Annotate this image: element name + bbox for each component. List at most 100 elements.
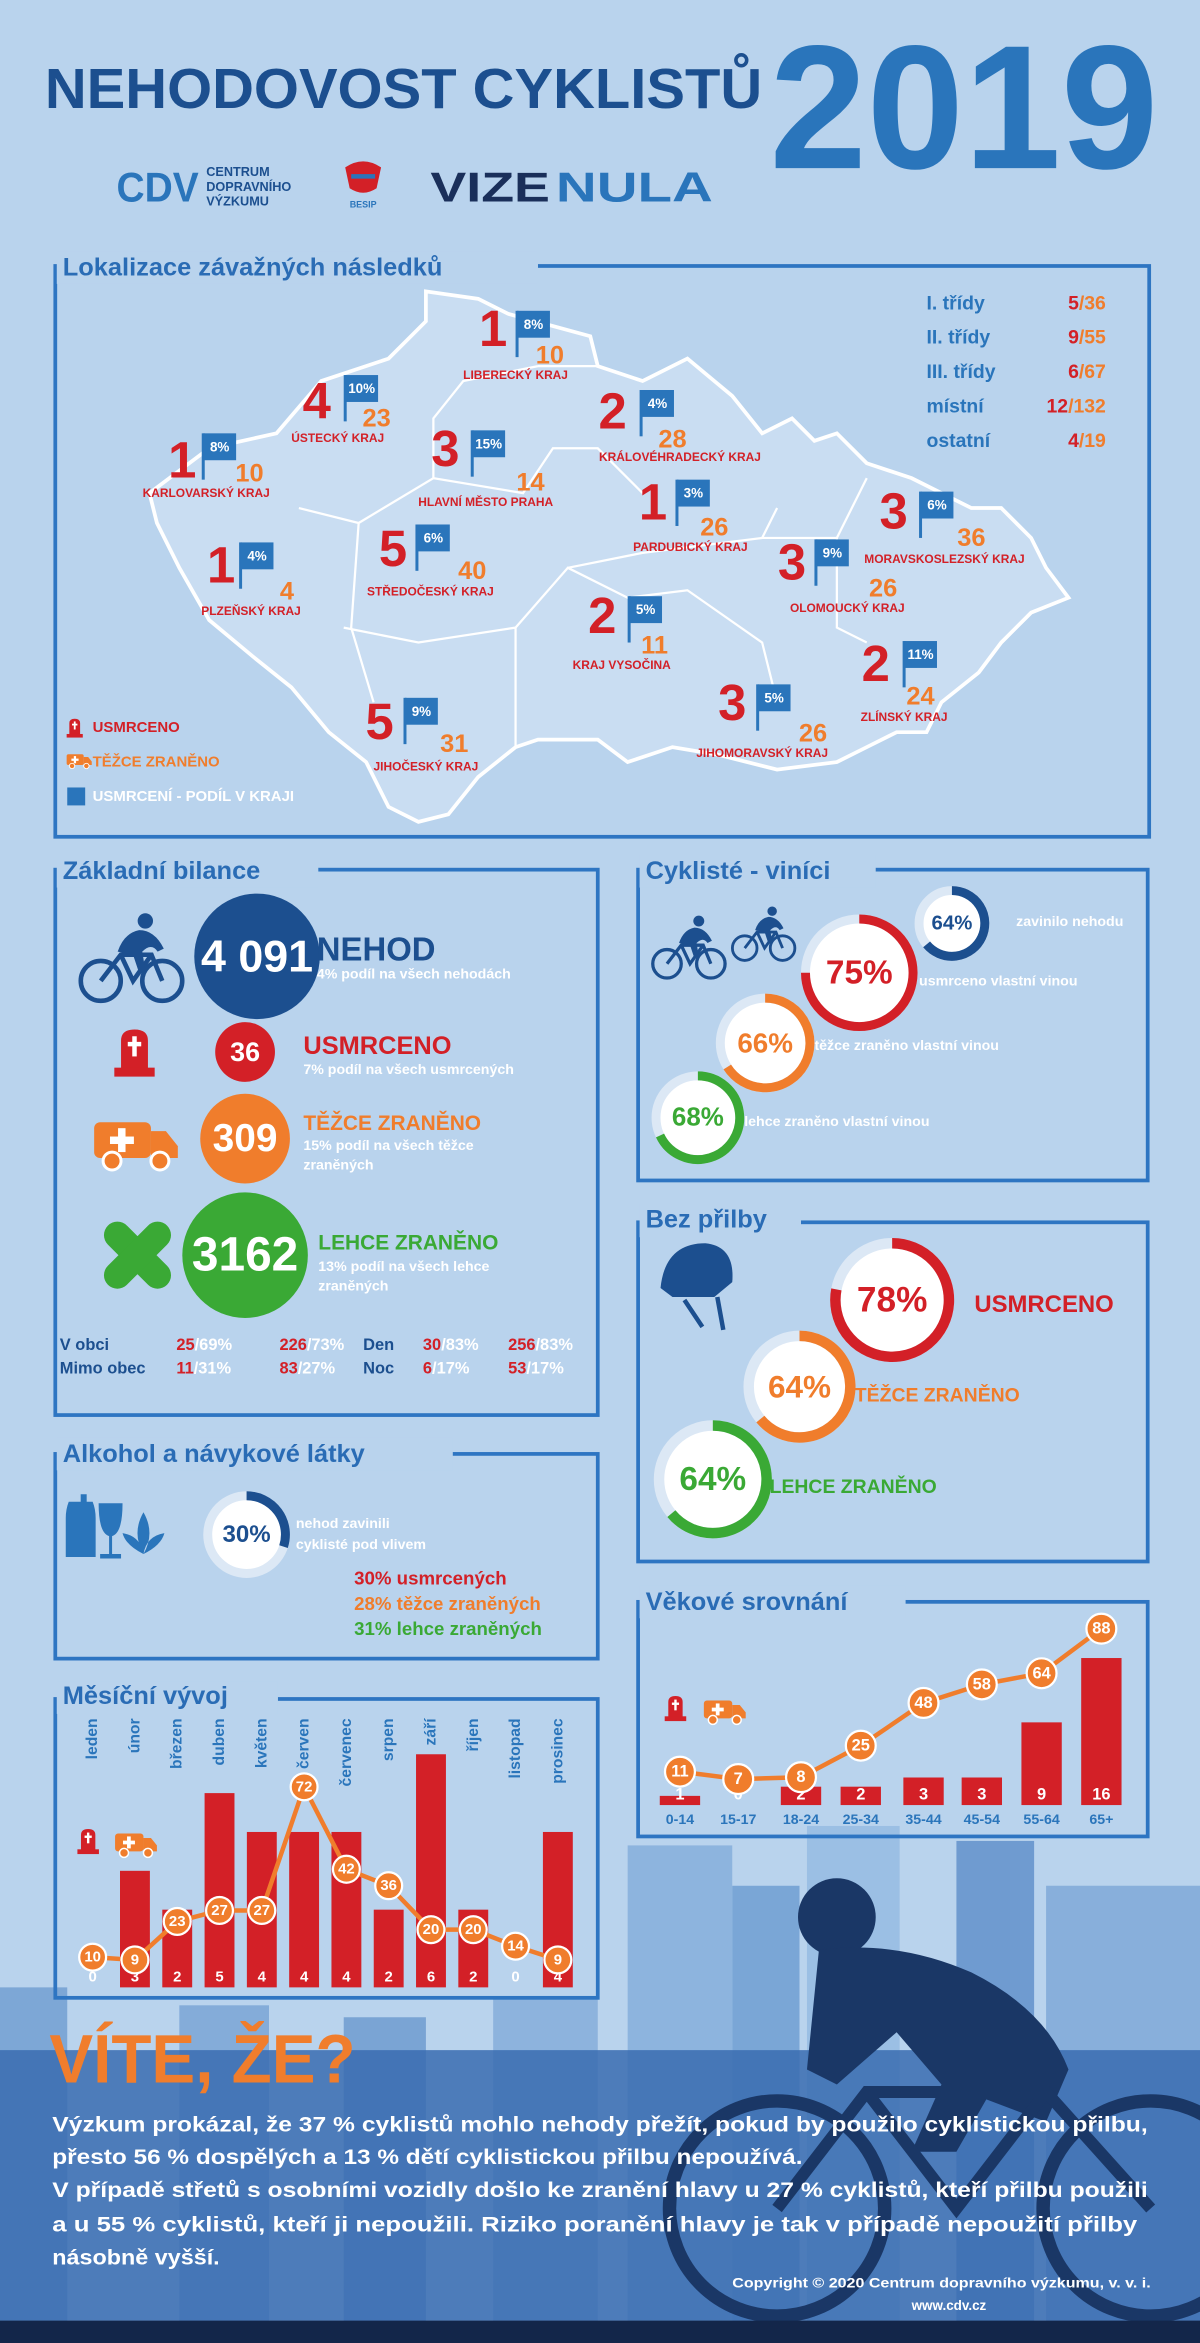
section-title: Alkohol a návykové látky <box>63 1440 365 1468</box>
monthly-section: Měsíční vývoj <box>53 1681 600 2000</box>
bottle-icon <box>65 1494 96 1558</box>
footer-bar <box>0 2320 1200 2343</box>
wheel <box>1036 2094 1200 2323</box>
region-injured: 28 <box>658 425 686 453</box>
region-killed: 1 <box>168 432 196 489</box>
leaf-icon <box>122 1512 165 1555</box>
region-name: KARLOVARSKÝ KRAJ <box>143 485 270 500</box>
logo-besip: BESIP <box>350 200 377 210</box>
item-note: zraněných <box>318 1279 388 1295</box>
value-part: 9 <box>1068 327 1079 349</box>
value-part: /27% <box>298 1360 336 1378</box>
region-killed: 3 <box>431 420 459 477</box>
region-injured: 14 <box>516 469 544 497</box>
point <box>374 1871 404 1901</box>
fact-line: přesto 56 % dospělých a 13 % dětí cyklis… <box>52 2146 802 2169</box>
value-part: 4 <box>1068 430 1079 452</box>
x-tick-label: 18-24 <box>783 1812 819 1828</box>
point <box>907 1686 940 1720</box>
title-bg <box>639 1585 906 1619</box>
table-value: 53/17% <box>508 1360 564 1378</box>
point-label: 9 <box>554 1951 562 1968</box>
point <box>78 1942 108 1972</box>
section-title: Měsíční vývoj <box>63 1682 228 1710</box>
region-share: 9% <box>823 545 842 560</box>
ring-arc <box>723 993 815 1093</box>
item-label: TĚŽCE ZRANĚNO <box>303 1111 481 1135</box>
ring-text: lehce zraněno vlastní vinou <box>744 1114 929 1130</box>
title: NEHODOVOST CYKLISTŮ <box>45 52 762 121</box>
point <box>965 1668 998 1701</box>
bar-label: 9 <box>1037 1786 1046 1804</box>
ring-label: 75% <box>826 954 893 991</box>
flag <box>240 542 274 570</box>
value-part: /83% <box>536 1336 574 1354</box>
point-label: 8 <box>796 1768 805 1786</box>
x-tick-label: 35-44 <box>905 1812 941 1828</box>
point <box>1025 1657 1058 1690</box>
x-tick-label: únor <box>126 1718 143 1753</box>
region-name: HLAVNÍ MĚSTO PRAHA <box>418 494 553 509</box>
cyclist-silhouette <box>662 1878 1200 2323</box>
alcohol-section: Alkohol a návykové látky <box>53 1437 600 1661</box>
region-share: 6% <box>424 530 443 545</box>
table-value: 83/27% <box>279 1360 335 1378</box>
section-box <box>53 867 600 1417</box>
bar-label: 16 <box>1092 1786 1110 1804</box>
point <box>162 1906 192 1937</box>
bar-label: 4 <box>258 1968 267 1985</box>
x-tick-label: říjen <box>465 1718 482 1751</box>
bar <box>961 1777 1002 1806</box>
value-part: /55 <box>1079 327 1106 349</box>
point <box>416 1915 446 1945</box>
point-label: 14 <box>507 1938 524 1955</box>
region-killed: 5 <box>379 520 407 577</box>
bar <box>289 1831 320 1988</box>
point-label: 10 <box>84 1949 101 1966</box>
bar <box>1021 1722 1062 1806</box>
ring-text: zavinilo nehodu <box>1016 914 1123 930</box>
region-name: STŘEDOČESKÝ KRAJ <box>367 584 494 599</box>
value-part: 30 <box>423 1336 441 1354</box>
ring-text: USMRCENO <box>974 1291 1113 1318</box>
point-label: 27 <box>211 1902 228 1919</box>
value-part: /17% <box>432 1360 470 1378</box>
ring-label: 66% <box>737 1027 793 1058</box>
bar-label: 2 <box>469 1968 477 1985</box>
title-bg <box>56 854 319 888</box>
alcohol-stat: 30% usmrcených <box>354 1567 506 1588</box>
x-tick-label: březen <box>169 1718 186 1769</box>
helmet-icon <box>660 1243 733 1298</box>
region-injured: 26 <box>799 720 827 748</box>
region-injured: 10 <box>235 460 263 488</box>
region-share: 4% <box>247 548 266 563</box>
region-injured: 36 <box>957 524 985 552</box>
x-tick-label: květen <box>253 1718 270 1768</box>
fact-line: násobně vyšší. <box>52 2246 219 2269</box>
table-value: 256/83% <box>508 1336 573 1354</box>
ring-arc <box>246 1491 290 1548</box>
basic-section: Základní bilance <box>53 854 600 1417</box>
bar <box>204 1793 235 1988</box>
logo-nula: NULA <box>556 163 713 210</box>
x-tick-label: prosinec <box>549 1718 566 1784</box>
region-injured: 26 <box>700 513 728 541</box>
value-part: /67 <box>1079 361 1106 383</box>
bar-label: 5 <box>215 1968 223 1985</box>
point <box>844 1729 877 1762</box>
flag <box>629 596 663 624</box>
value-part: /31% <box>194 1360 232 1378</box>
table-value: 25/69% <box>176 1336 232 1354</box>
fact-section: VÍTE, ŽE? Výzkum prokázal, že 37 % cykli… <box>49 2021 1150 2314</box>
point <box>204 1895 235 1926</box>
bar <box>780 1786 822 1806</box>
value-part: 226 <box>279 1336 306 1354</box>
section-title: Cyklisté - viníci <box>646 857 831 885</box>
flag <box>920 491 954 519</box>
road-class-label: II. třídy <box>927 327 991 349</box>
region-name: KRAJ VYSOČINA <box>573 657 672 672</box>
region-share: 11% <box>907 647 933 662</box>
flag <box>904 641 937 668</box>
bar-label: 4 <box>342 1968 351 1985</box>
section-box <box>53 1697 600 2000</box>
